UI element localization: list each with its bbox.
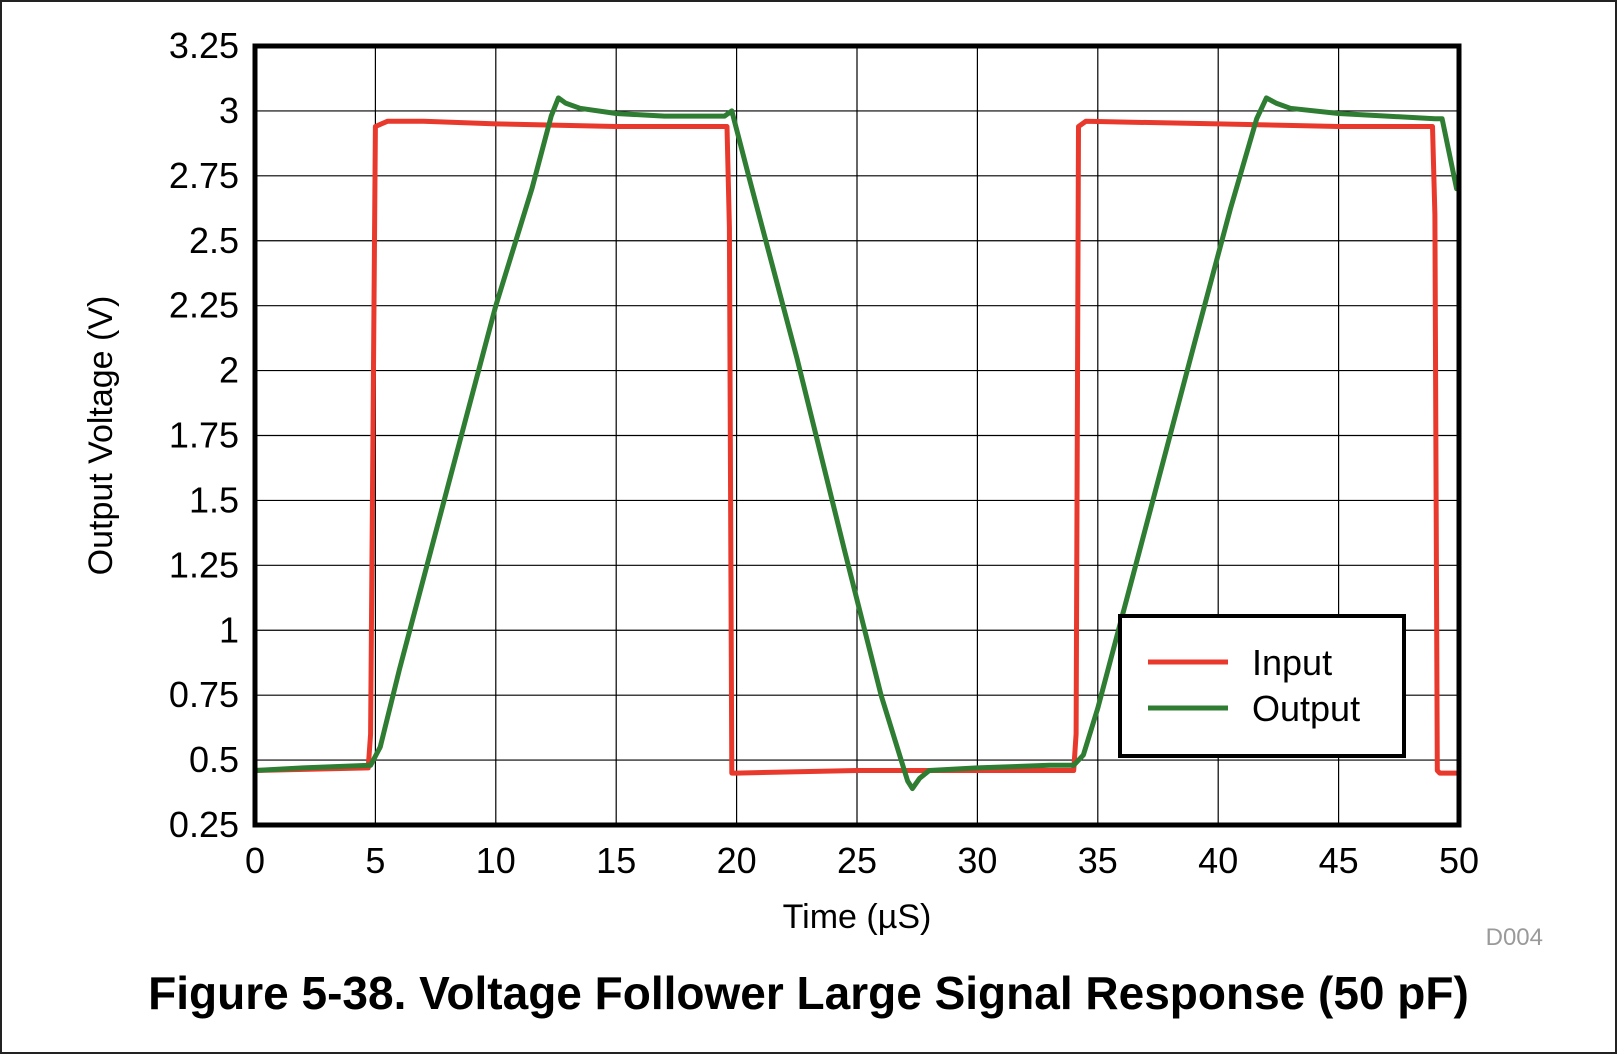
y-tick-label: 0.75 bbox=[169, 674, 239, 715]
y-tick-label: 1.5 bbox=[189, 479, 239, 520]
x-axis-ticks: 0 5 10 15 20 25 30 35 40 45 50 bbox=[245, 840, 1479, 881]
y-tick-label: 2 bbox=[219, 350, 239, 391]
y-tick-label: 3 bbox=[219, 90, 239, 131]
figure-id-label: D004 bbox=[1486, 924, 1543, 951]
legend-box bbox=[1118, 614, 1406, 758]
y-tick-label: 1.25 bbox=[169, 544, 239, 585]
y-tick-label: 2.75 bbox=[169, 155, 239, 196]
series-line-output bbox=[252, 95, 1460, 792]
x-tick-label: 15 bbox=[596, 840, 636, 881]
x-axis-label: Time (µS) bbox=[783, 898, 932, 936]
y-tick-label: 0.25 bbox=[169, 804, 239, 845]
y-axis-label: Output Voltage (V) bbox=[82, 296, 120, 576]
y-tick-label: 0.5 bbox=[189, 739, 239, 780]
series-line-input bbox=[252, 118, 1462, 776]
x-tick-label: 20 bbox=[717, 840, 757, 881]
voltage-chart: 0 5 10 15 20 25 30 35 40 45 50 3.25 3 2.75 2.5 2.25 2 1.… bbox=[82, 25, 1543, 951]
x-tick-label: 35 bbox=[1078, 840, 1118, 881]
x-tick-label: 10 bbox=[476, 840, 516, 881]
y-tick-label: 1 bbox=[219, 609, 239, 650]
legend-label-input: Input bbox=[1252, 642, 1332, 683]
x-tick-label: 40 bbox=[1198, 840, 1238, 881]
plot-area-border bbox=[252, 43, 1462, 828]
x-tick-label: 45 bbox=[1319, 840, 1359, 881]
x-tick-label: 5 bbox=[365, 840, 385, 881]
x-tick-label: 25 bbox=[837, 840, 877, 881]
y-tick-label: 2.25 bbox=[169, 285, 239, 326]
legend-label-output: Output bbox=[1252, 688, 1360, 729]
x-tick-label: 50 bbox=[1439, 840, 1479, 881]
x-tick-label: 0 bbox=[245, 840, 265, 881]
y-tick-label: 3.25 bbox=[169, 25, 239, 66]
y-axis-ticks: 3.25 3 2.75 2.5 2.25 2 1.75 1.5 1.25 1 0.75 0.5 0.25 bbox=[169, 25, 239, 845]
figure-caption: Figure 5-38. Voltage Follower Large Sign… bbox=[148, 967, 1469, 1019]
x-tick-label: 30 bbox=[957, 840, 997, 881]
legend: Input Output bbox=[1118, 614, 1406, 758]
y-tick-label: 1.75 bbox=[169, 415, 239, 456]
grid-lines bbox=[255, 46, 1459, 825]
y-tick-label: 2.5 bbox=[189, 220, 239, 261]
series-lines bbox=[252, 95, 1462, 792]
